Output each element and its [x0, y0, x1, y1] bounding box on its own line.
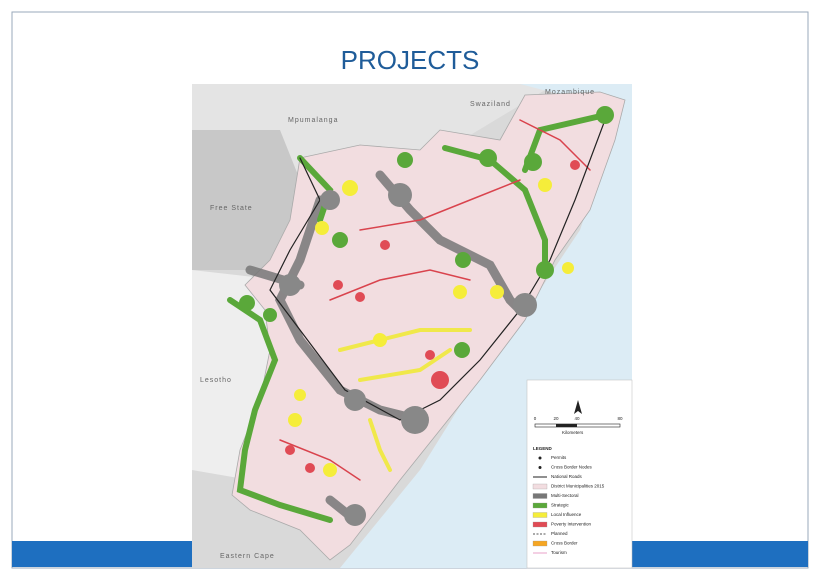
legend: 0 20 40 80 Kilometers LEGEND Permits Cros…: [526, 379, 633, 569]
legend-label: Multi-Sectoral: [551, 493, 579, 498]
legend-label: Planned: [551, 531, 568, 536]
scale-bar: [534, 423, 621, 428]
slide-title: PROJECTS: [341, 45, 480, 75]
scale-label: 80: [617, 416, 623, 421]
legend-swatch: [532, 502, 548, 509]
project-nodes: [239, 106, 614, 526]
place-label: Swaziland: [470, 101, 511, 108]
region-free-state: [192, 130, 300, 270]
legend-label: Permits: [551, 455, 567, 460]
legend-label: Poverty Intervention: [551, 522, 592, 527]
place-label: Lesotho: [200, 377, 232, 384]
legend-swatch: [532, 493, 548, 499]
place-label: Mpumalanga: [288, 117, 338, 124]
place-label: Mozambique: [545, 89, 595, 96]
legend-label: Strategic: [551, 503, 570, 508]
legend-swatch: [538, 456, 542, 460]
north-arrow: [574, 400, 582, 414]
scale-unit: Kilometers: [562, 430, 584, 435]
legend-swatch: [532, 540, 548, 547]
legend-label: Tourism: [551, 550, 567, 555]
legend-label: Local Influence: [551, 512, 582, 517]
scale-label: 40: [574, 416, 580, 421]
legend-label: Cross Border Nodes: [551, 465, 593, 470]
legend-swatch: [532, 521, 548, 528]
scale-bar-segment: [556, 424, 577, 427]
legend-title: LEGEND: [533, 446, 553, 451]
legend-swatch: [532, 512, 548, 518]
legend-label: National Roads: [551, 474, 583, 479]
place-label: Eastern Cape: [220, 553, 275, 560]
legend-label: District Municipalities 2015: [551, 484, 605, 489]
legend-items: Permits Cross Border Nodes National Roads D…: [532, 455, 605, 555]
legend-label: Cross Border: [551, 541, 578, 546]
scale-label: 20: [553, 416, 559, 421]
place-label: Free State: [210, 205, 253, 212]
legend-swatch: [538, 466, 542, 469]
legend-swatch: [532, 483, 548, 490]
scale-label: 0: [534, 416, 537, 421]
